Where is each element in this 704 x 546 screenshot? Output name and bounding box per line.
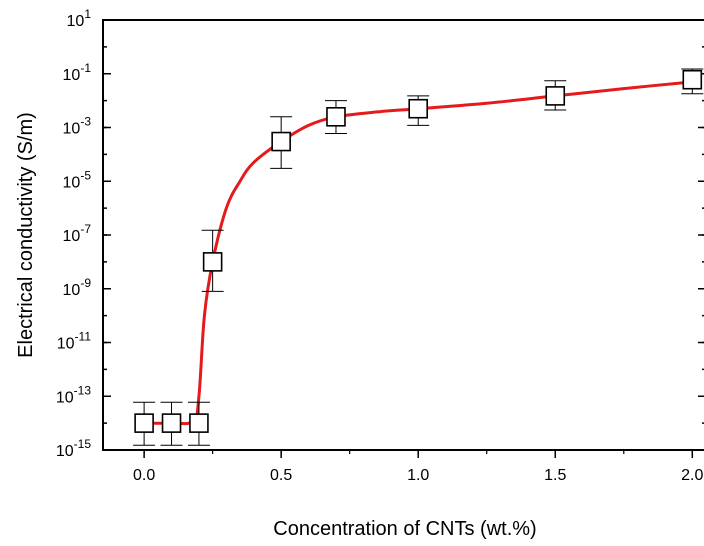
- minor-ticks: [103, 19, 704, 451]
- data-point: [682, 69, 703, 90]
- fit-curve: [144, 80, 693, 426]
- data-point: [189, 413, 209, 433]
- x-tick-label: 0.0: [133, 467, 155, 484]
- data-point: [271, 131, 291, 152]
- data-point: [545, 86, 566, 106]
- data-point: [161, 413, 182, 433]
- data-point: [408, 98, 429, 119]
- x-tick-label: 1.5: [544, 467, 566, 484]
- y-tick-label: 10-9: [63, 276, 92, 299]
- y-tick-label: 10-11: [57, 330, 92, 353]
- plot-frame: [102, 19, 704, 451]
- y-tick-label: 10-3: [63, 115, 92, 138]
- y-tick-label: 10-5: [63, 168, 92, 191]
- y-tick-label: 10-1: [63, 61, 92, 84]
- x-axis-title: Concentration of CNTs (wt.%): [273, 518, 536, 540]
- fit-curve-layer: [144, 80, 693, 426]
- data-point: [326, 107, 346, 127]
- data-point: [202, 252, 223, 272]
- data-point: [134, 413, 154, 433]
- y-tick-label: 10-15: [56, 437, 91, 460]
- y-axis-title: Electrical conductivity (S/m): [15, 112, 37, 358]
- x-tick-label: 0.5: [270, 467, 292, 484]
- y-axis-ticks: 10-15 10-13 10-11 10-9 10-7 10-5 10-3 10-1 101: [56, 7, 704, 460]
- y-tick-label: 10-7: [63, 222, 92, 245]
- data-points: [134, 69, 703, 433]
- y-tick-label: 101: [67, 7, 92, 30]
- x-axis-ticks: 0.0 0.5 1.0 1.5 2.0: [133, 450, 704, 484]
- x-tick-label: 1.0: [407, 467, 429, 484]
- y-tick-label: 10-13: [56, 383, 91, 406]
- x-tick-label: 2.0: [681, 467, 703, 484]
